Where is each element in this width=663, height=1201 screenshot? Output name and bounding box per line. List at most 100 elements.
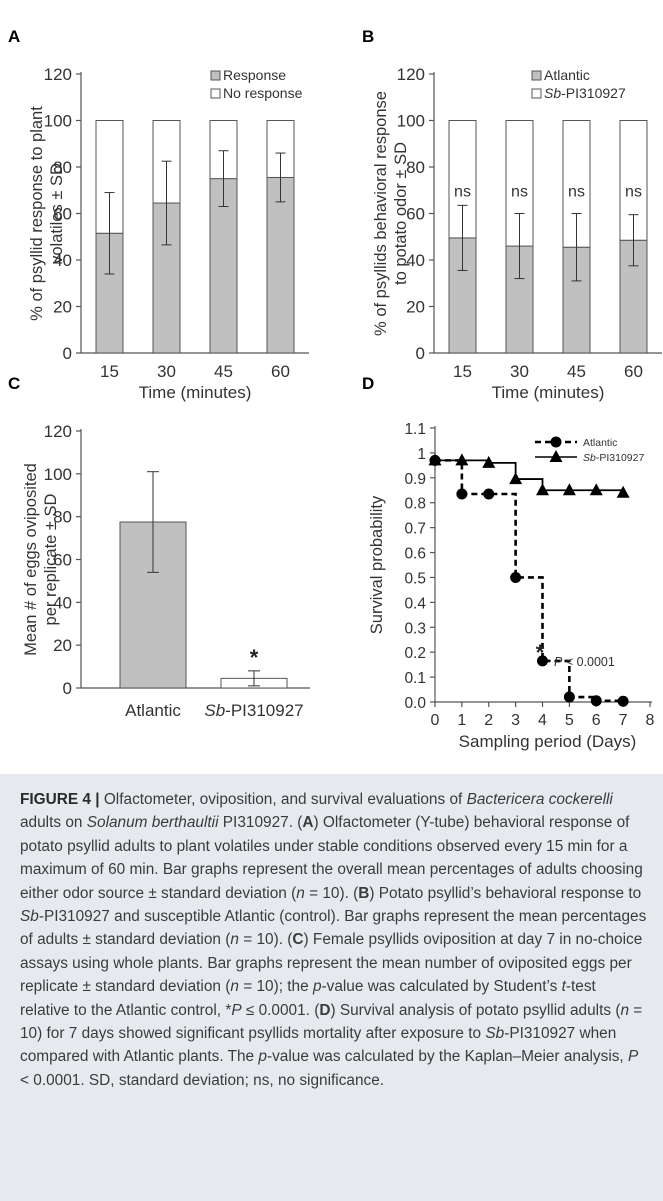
- caption-segment: Sb: [485, 1025, 505, 1043]
- survival-curve-sb-pi310927: [435, 459, 625, 493]
- y-tick-label: 40: [406, 251, 425, 270]
- panel-label-d: D: [362, 374, 374, 393]
- x-tick-label: 15: [100, 362, 119, 381]
- y-tick-label: 60: [53, 205, 72, 224]
- x-tick-label: 8: [646, 712, 655, 729]
- caption-segment: ) Survival analysis of potato psyllid ad…: [330, 1001, 621, 1019]
- legend-marker-triangle: [549, 450, 563, 462]
- significance-label: ns: [625, 183, 642, 200]
- caption-segment: n: [230, 931, 239, 949]
- y-tick-label: 0: [416, 344, 425, 363]
- x-tick-label: 4: [538, 712, 547, 729]
- significance-star: *: [250, 645, 259, 670]
- caption-segment: n: [230, 978, 239, 996]
- y-tick-label: 20: [53, 298, 72, 317]
- x-tick-label: 1: [457, 712, 466, 729]
- legend-swatch: [210, 88, 221, 99]
- caption-segment: -test relative to the Atlantic control, …: [20, 978, 596, 1019]
- data-point-triangle: [536, 483, 549, 496]
- figure-caption: FIGURE 4 | Olfactometer, oviposition, an…: [0, 774, 663, 1201]
- y-tick-label: 80: [406, 158, 425, 177]
- x-tick-label: 0: [431, 712, 440, 729]
- data-point-circle: [483, 488, 495, 500]
- bar-response: [95, 232, 124, 354]
- caption-segment: p: [312, 978, 322, 996]
- x-tick-label: 5: [565, 712, 574, 729]
- caption-segment: p: [258, 1048, 267, 1066]
- y-tick-label: 100: [44, 112, 72, 131]
- data-point-circle: [510, 571, 522, 583]
- x-tick-label: 7: [619, 712, 628, 729]
- caption-figure-label: FIGURE 4 |: [20, 791, 100, 808]
- y-tick-label: 80: [53, 158, 72, 177]
- y-tick-label: 0.0: [404, 695, 426, 712]
- caption-segment: A: [302, 814, 314, 832]
- significance-label: ns: [568, 183, 585, 200]
- legend-swatch: [531, 70, 542, 81]
- caption-segment: = 10). (: [238, 931, 293, 949]
- caption-segment: ≤ 0.0001. (: [241, 1001, 320, 1019]
- data-point-triangle: [482, 455, 496, 468]
- y-axis-label: to potato odor ± SD: [392, 142, 410, 285]
- legend-label: Sb-PI310927: [583, 452, 644, 464]
- data-point-triangle: [562, 483, 576, 496]
- y-tick-label: 0.6: [404, 546, 426, 563]
- x-tick-label: 30: [510, 362, 529, 381]
- caption-segment: Solanum berthaultii: [86, 814, 219, 832]
- data-point-circle: [617, 695, 629, 707]
- significance-star: *: [536, 640, 545, 665]
- y-tick-label: 0.3: [404, 620, 426, 637]
- legend-label: Response: [223, 67, 286, 83]
- caption-text: FIGURE 4 | Olfactometer, oviposition, an…: [20, 788, 649, 1092]
- caption-segment: Olfactometer, oviposition, and survival …: [99, 791, 467, 808]
- x-tick-label: 45: [567, 362, 586, 381]
- panel-d-chart: 0.00.10.20.30.40.50.60.70.80.911.10 1 2 3 4 5…: [368, 421, 655, 751]
- panel-c-chart: 0 20 40 60 80 100 120 Atlantic Sb-PI310927 * Mean …: [22, 422, 310, 720]
- caption-segment: Bactericera cockerelli: [466, 791, 613, 808]
- y-tick-label: 0: [63, 344, 72, 363]
- caption-segment: = 10) for 7 days showed significant psyl…: [20, 1001, 643, 1043]
- y-axis-label: % of psyllid response to plant: [28, 106, 46, 321]
- caption-segment: -PI310927 when compared with Atlantic pl…: [20, 1025, 617, 1066]
- panel-label-a: A: [8, 27, 20, 46]
- x-tick-label: 30: [157, 362, 176, 381]
- y-tick-label: 0.9: [404, 471, 426, 488]
- data-point-circle: [537, 655, 548, 667]
- x-axis-label: Time (minutes): [139, 383, 252, 402]
- caption-segment: Sb: [20, 908, 39, 926]
- y-tick-label: 60: [53, 551, 72, 570]
- significance-label: ns: [511, 183, 528, 200]
- y-tick-label: 80: [53, 508, 72, 527]
- caption-segment: < 0.0001. SD, standard deviation; ns, no…: [20, 1071, 385, 1089]
- caption-segment: ) Potato psyllid’s behavioral response t…: [369, 884, 642, 902]
- data-point-circle: [590, 695, 602, 707]
- caption-segment: ) Olfactometer (Y-tube) behavioral respo…: [20, 814, 643, 902]
- caption-segment: = 10). (: [304, 884, 359, 902]
- y-tick-label: 20: [53, 636, 72, 655]
- y-tick-label: 0.1: [404, 670, 426, 687]
- data-point-triangle: [509, 472, 523, 485]
- bar-response: [209, 178, 238, 354]
- y-tick-label: 60: [406, 205, 425, 224]
- data-point-circle: [456, 488, 468, 500]
- caption-segment: -value was calculated by the Kaplan–Meie…: [266, 1048, 628, 1066]
- y-tick-label: 100: [397, 112, 425, 131]
- panel-label-c: C: [8, 374, 20, 393]
- x-tick-label: 15: [453, 362, 472, 381]
- x-tick-label: Sb-PI310927: [204, 701, 303, 720]
- x-tick-label: Atlantic: [125, 701, 181, 720]
- data-point-circle: [563, 691, 575, 703]
- y-tick-label: 40: [53, 251, 72, 270]
- x-axis-label: Time (minutes): [492, 383, 605, 402]
- legend-label: Sb-PI310927: [544, 85, 626, 101]
- x-axis-label: Sampling period (Days): [459, 732, 637, 751]
- significance-label: ns: [454, 183, 471, 200]
- y-axis-label: % of psyllids behavioral response: [372, 91, 390, 336]
- data-point-triangle: [455, 453, 469, 466]
- y-tick-label: 20: [406, 298, 425, 317]
- x-tick-label: 60: [624, 362, 643, 381]
- p-value-annotation: P < 0.0001: [554, 655, 615, 669]
- x-tick-label: 2: [484, 712, 493, 729]
- panel-label-b: B: [362, 27, 374, 46]
- y-tick-label: 0.2: [404, 645, 426, 662]
